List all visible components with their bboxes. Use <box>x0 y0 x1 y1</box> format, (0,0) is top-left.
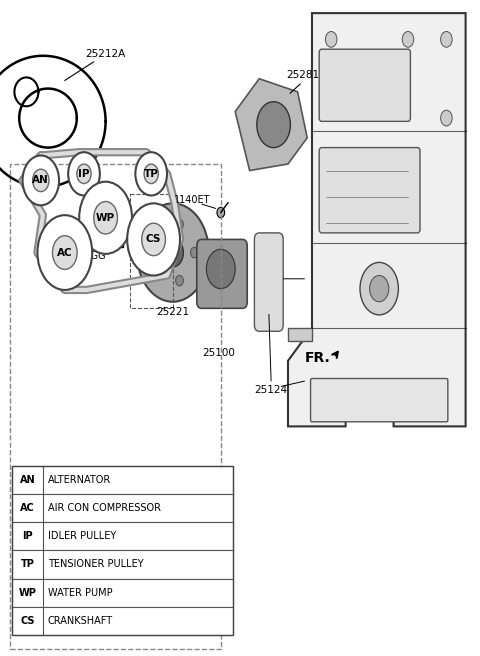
Text: AIR CON COMPRESSOR: AIR CON COMPRESSOR <box>48 503 161 513</box>
Circle shape <box>325 31 337 47</box>
Circle shape <box>206 249 235 289</box>
Text: IP: IP <box>78 169 90 179</box>
Circle shape <box>68 152 100 195</box>
Polygon shape <box>235 79 307 171</box>
Circle shape <box>142 223 166 256</box>
Bar <box>12 494 233 522</box>
Text: AC: AC <box>57 247 72 258</box>
Text: WATER PUMP: WATER PUMP <box>48 588 113 598</box>
Text: AN: AN <box>33 175 49 186</box>
Text: CS: CS <box>20 616 35 626</box>
Circle shape <box>441 31 452 47</box>
Circle shape <box>137 203 209 302</box>
Text: ALTERNATOR: ALTERNATOR <box>48 475 111 485</box>
Text: 1140ET: 1140ET <box>174 195 210 205</box>
Circle shape <box>144 164 158 184</box>
Bar <box>12 466 233 494</box>
FancyBboxPatch shape <box>311 379 448 422</box>
Text: IP: IP <box>22 531 33 541</box>
Text: FR.: FR. <box>305 350 331 365</box>
Circle shape <box>402 31 414 47</box>
Polygon shape <box>288 13 466 426</box>
Circle shape <box>441 110 452 126</box>
Circle shape <box>370 276 389 302</box>
Bar <box>12 522 233 550</box>
Text: 25212A: 25212A <box>85 49 126 59</box>
Bar <box>12 607 233 635</box>
Circle shape <box>77 164 91 184</box>
FancyBboxPatch shape <box>254 233 283 331</box>
FancyBboxPatch shape <box>197 239 247 308</box>
Circle shape <box>135 152 167 195</box>
Text: 25221: 25221 <box>156 307 190 318</box>
Bar <box>12 579 233 607</box>
Circle shape <box>37 215 92 290</box>
Polygon shape <box>288 328 312 341</box>
Text: 1123GG: 1123GG <box>67 251 106 261</box>
Text: AC: AC <box>20 503 35 513</box>
Circle shape <box>162 238 183 267</box>
Text: 25100: 25100 <box>202 348 235 358</box>
Circle shape <box>257 102 290 148</box>
FancyBboxPatch shape <box>112 228 123 247</box>
FancyBboxPatch shape <box>319 148 420 233</box>
Text: WP: WP <box>19 588 36 598</box>
Circle shape <box>33 169 49 192</box>
Bar <box>12 550 233 579</box>
Circle shape <box>176 219 183 230</box>
Text: CRANKSHAFT: CRANKSHAFT <box>48 616 113 626</box>
Text: 25281: 25281 <box>286 70 319 81</box>
Circle shape <box>79 182 132 254</box>
Circle shape <box>52 236 77 270</box>
Circle shape <box>127 203 180 276</box>
Circle shape <box>217 207 225 218</box>
Circle shape <box>152 230 159 241</box>
Text: 25124: 25124 <box>254 385 288 396</box>
Circle shape <box>191 247 198 258</box>
Text: IDLER PULLEY: IDLER PULLEY <box>48 531 116 541</box>
Circle shape <box>23 155 59 205</box>
Text: TP: TP <box>21 560 35 569</box>
Text: TENSIONER PULLEY: TENSIONER PULLEY <box>48 560 144 569</box>
Text: CS: CS <box>146 234 161 245</box>
Circle shape <box>152 264 159 275</box>
Circle shape <box>360 262 398 315</box>
Circle shape <box>176 276 183 286</box>
Text: AN: AN <box>20 475 36 485</box>
Circle shape <box>94 201 118 234</box>
FancyBboxPatch shape <box>319 49 410 121</box>
Text: WP: WP <box>96 213 115 223</box>
Bar <box>12 466 233 635</box>
Text: TP: TP <box>144 169 158 179</box>
